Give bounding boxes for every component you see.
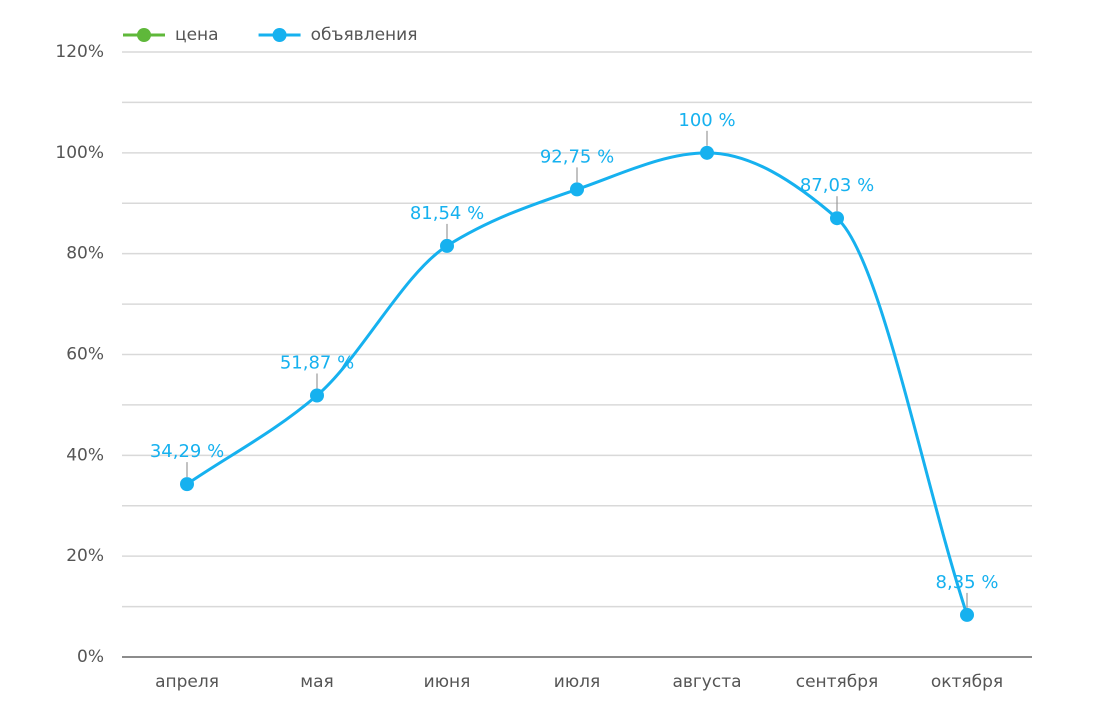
x-tick-label: августа bbox=[672, 672, 741, 692]
data-point bbox=[310, 388, 324, 403]
data-point bbox=[440, 238, 454, 253]
data-point bbox=[700, 145, 714, 160]
y-tick-label: 0% bbox=[77, 647, 104, 667]
data-point bbox=[830, 211, 844, 226]
x-tick-label: сентября bbox=[796, 672, 879, 692]
x-tick-label: июня bbox=[424, 672, 471, 692]
y-tick-label: 60% bbox=[66, 345, 104, 365]
legend-label: цена bbox=[175, 25, 219, 45]
legend-marker bbox=[272, 28, 287, 42]
data-label: 8,35 % bbox=[936, 572, 999, 593]
y-tick-label: 20% bbox=[66, 546, 104, 566]
legend-marker bbox=[137, 28, 151, 42]
data-point bbox=[960, 607, 974, 622]
y-tick-label: 40% bbox=[66, 445, 104, 465]
legend-label: объявления bbox=[311, 25, 418, 45]
x-tick-label: октября bbox=[931, 672, 1003, 692]
data-label: 81,54 % bbox=[410, 203, 484, 224]
data-label: 87,03 % bbox=[800, 175, 874, 196]
data-label: 100 % bbox=[678, 110, 735, 131]
data-label: 34,29 % bbox=[150, 441, 224, 462]
data-label: 92,75 % bbox=[540, 146, 614, 167]
x-tick-label: мая bbox=[300, 672, 333, 692]
y-tick-label: 120% bbox=[55, 42, 104, 62]
y-tick-label: 80% bbox=[66, 244, 104, 264]
x-tick-label: июля bbox=[554, 672, 600, 692]
series-line bbox=[186, 151, 969, 616]
data-label: 51,87 % bbox=[280, 352, 354, 373]
y-tick-label: 100% bbox=[55, 143, 104, 163]
data-point bbox=[570, 182, 584, 197]
x-tick-label: апреля bbox=[155, 672, 219, 692]
data-point bbox=[180, 477, 194, 492]
